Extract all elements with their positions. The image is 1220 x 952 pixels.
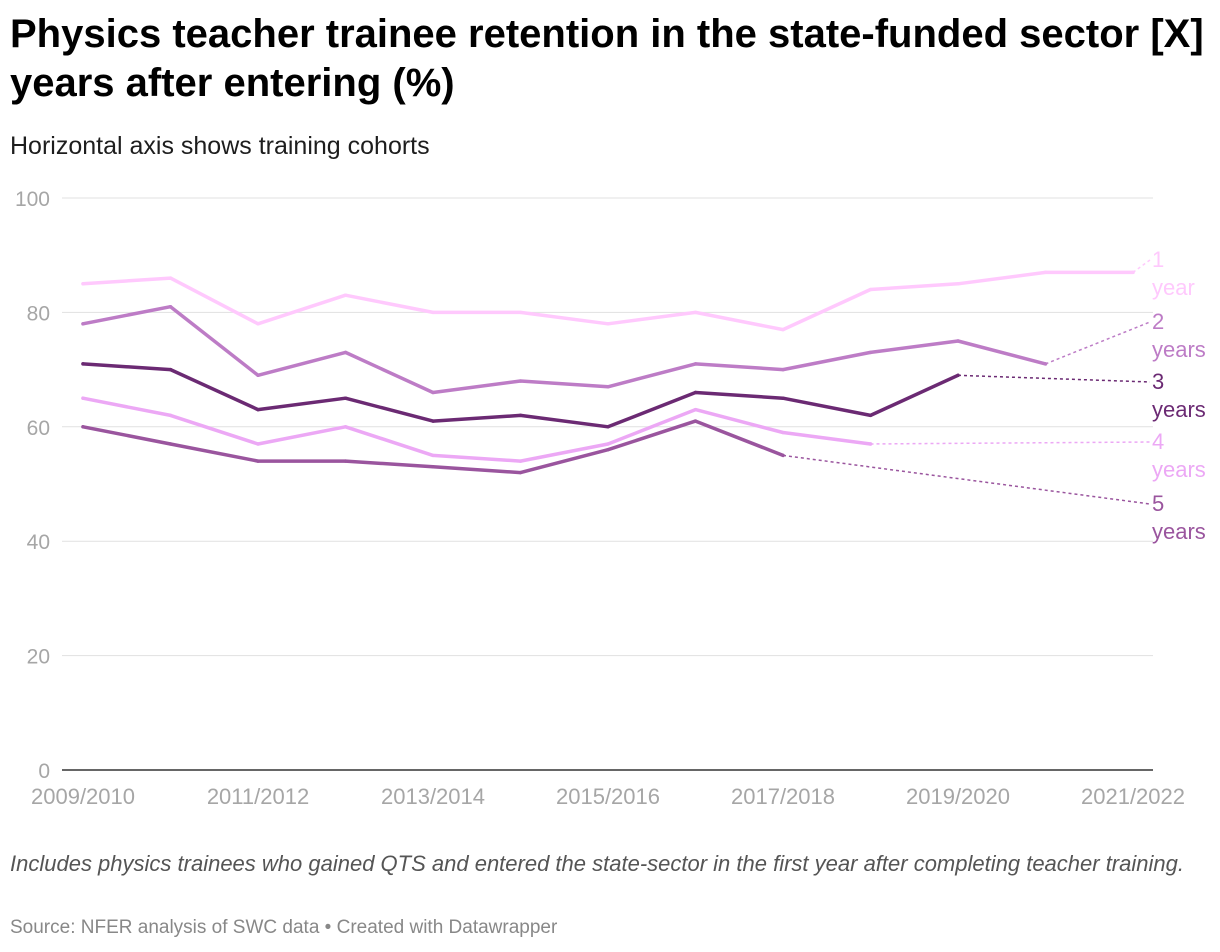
data-point (81, 362, 85, 366)
data-point (781, 396, 785, 400)
y-tick-label: 0 (38, 760, 50, 783)
x-tick-label: 2017/2018 (731, 784, 835, 809)
data-point (606, 447, 610, 452)
series-line-3 (81, 362, 960, 429)
series-line-2 (81, 304, 1048, 395)
x-tick-label: 2019/2020 (906, 784, 1010, 809)
data-point (431, 419, 435, 423)
source-text: Source: NFER analysis of SWC data (10, 917, 320, 938)
data-point (431, 465, 435, 469)
data-point (693, 310, 698, 315)
data-point (693, 407, 698, 412)
data-point (518, 470, 523, 475)
label-leader-1 (1132, 259, 1151, 273)
data-point (781, 367, 785, 372)
data-point (256, 322, 260, 326)
series-label-1: 1 year (1152, 247, 1195, 300)
data-point (343, 459, 348, 463)
chart-notes: Includes physics trainees who gained QTS… (10, 851, 1184, 876)
data-point (693, 390, 698, 395)
label-leader-4 (870, 441, 1151, 445)
y-tick-label: 20 (27, 646, 50, 669)
data-point (431, 310, 435, 315)
series-label-5: 5 years (1152, 491, 1206, 544)
data-point (343, 396, 348, 400)
series-line-1 (81, 270, 1135, 332)
x-tick-label: 2009/2010 (31, 784, 135, 809)
data-point (781, 327, 785, 332)
data-point (606, 385, 610, 389)
series-line-5 (81, 419, 785, 475)
data-point (256, 407, 260, 412)
data-point (168, 276, 173, 280)
data-point (256, 373, 260, 378)
x-tick-label: 2011/2012 (207, 784, 309, 809)
data-point (956, 339, 960, 343)
data-point (518, 413, 523, 418)
footer-separator: • (319, 917, 337, 938)
x-tick-label: 2015/2016 (556, 784, 660, 809)
data-point (693, 419, 698, 423)
data-point (693, 362, 698, 366)
data-point (81, 425, 85, 429)
data-point (606, 425, 610, 429)
data-point (168, 304, 173, 309)
data-point (81, 322, 85, 326)
y-tick-label: 100 (15, 188, 50, 211)
data-point (868, 413, 873, 418)
x-tick-label: 2013/2014 (381, 784, 485, 809)
data-point (956, 282, 960, 286)
data-point (343, 425, 348, 429)
data-point (868, 287, 873, 292)
y-tick-label: 80 (27, 302, 50, 325)
data-point (1043, 270, 1048, 275)
data-point (518, 379, 523, 383)
series-label-2: 2 years (1152, 309, 1206, 362)
series-label-4: 4 years (1152, 429, 1206, 482)
data-point (431, 390, 435, 395)
data-point (518, 310, 523, 315)
data-point (168, 367, 173, 372)
data-point (781, 430, 785, 435)
chart-title: Physics teacher trainee retention in the… (10, 12, 1204, 105)
data-point (81, 396, 85, 400)
credit-link[interactable]: Created with Datawrapper (336, 917, 558, 938)
y-tick-label: 40 (27, 531, 50, 554)
data-point (168, 413, 173, 418)
label-leader-2 (1045, 321, 1151, 365)
data-point (606, 442, 610, 446)
label-leader-5 (782, 454, 1151, 505)
series-label-3: 3 years (1152, 369, 1206, 422)
data-point (343, 293, 348, 297)
data-point (81, 282, 85, 286)
data-point (518, 459, 523, 463)
data-point (431, 453, 435, 458)
label-leader-3 (957, 374, 1151, 383)
chart-subtitle: Horizontal axis shows training cohorts (10, 132, 430, 160)
x-tick-label: 2021/2022 (1081, 784, 1185, 809)
series-line-4 (81, 396, 873, 463)
data-point (343, 350, 348, 355)
data-point (868, 350, 873, 355)
data-point (168, 442, 173, 446)
data-point (256, 459, 260, 463)
y-tick-label: 60 (27, 417, 50, 440)
data-point (606, 322, 610, 326)
data-point (256, 442, 260, 446)
chart-footer: Source: NFER analysis of SWC data • Crea… (10, 915, 557, 941)
